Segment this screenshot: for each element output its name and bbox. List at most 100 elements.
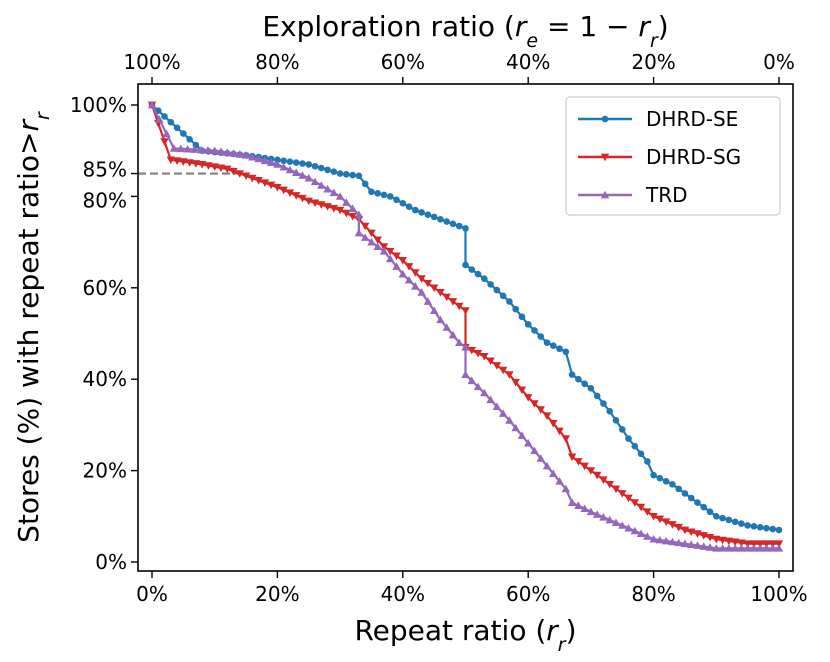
data-point-trd: [411, 282, 420, 290]
x-axis-title: Repeat ratio (rr): [354, 614, 576, 656]
data-point-dhrd-se: [562, 348, 570, 356]
data-point-dhrd-sg: [636, 503, 646, 512]
data-point-dhrd-sg: [248, 174, 257, 183]
data-point-trd: [705, 543, 715, 551]
data-point-dhrd-se: [499, 292, 507, 300]
legend-label: TRD: [645, 183, 688, 207]
x-tick-label: 60%: [506, 582, 550, 606]
data-point-dhrd-se: [386, 193, 394, 200]
data-point-trd: [360, 233, 370, 241]
data-point-dhrd-se: [606, 407, 614, 415]
data-point-dhrd-se: [556, 345, 563, 353]
data-point-trd: [555, 477, 564, 485]
data-point-dhrd-sg: [216, 164, 226, 173]
data-point-trd: [524, 438, 533, 447]
data-point-dhrd-sg: [517, 386, 527, 395]
data-point-trd: [567, 498, 577, 506]
data-point-dhrd-sg: [737, 539, 746, 548]
data-point-dhrd-se: [744, 522, 751, 529]
data-point-dhrd-se: [662, 477, 670, 485]
data-point-trd: [310, 177, 320, 186]
data-point-trd: [323, 184, 332, 193]
data-point-dhrd-sg: [661, 518, 671, 526]
data-point-dhrd-sg: [668, 521, 677, 529]
data-point-dhrd-se: [462, 225, 469, 232]
data-point-dhrd-sg: [461, 307, 470, 315]
data-point-dhrd-sg: [223, 165, 232, 174]
axes-layer: 0% 20% 40% 60% 80% 100% 100% 80% 60% 40% 20% 0% 0% 20…: [70, 50, 808, 606]
data-point-dhrd-se: [481, 275, 488, 282]
data-point-dhrd-sg: [172, 157, 182, 165]
data-point-dhrd-se: [455, 222, 463, 230]
data-point-dhrd-se: [524, 321, 532, 328]
legend-label: DHRD-SE: [646, 107, 738, 131]
data-point-trd: [611, 518, 621, 527]
data-point-dhrd-se: [343, 171, 350, 178]
data-point-dhrd-sg: [266, 181, 276, 190]
data-point-trd: [254, 154, 263, 163]
x-tick-label: 40%: [381, 582, 425, 606]
data-point-trd: [298, 171, 307, 179]
data-point-dhrd-se: [506, 298, 513, 305]
x-tick-label: 0%: [136, 582, 168, 606]
data-point-trd: [718, 544, 727, 552]
data-point-dhrd-sg: [335, 206, 345, 215]
data-point-dhrd-sg: [241, 172, 251, 181]
data-point-trd: [373, 242, 382, 251]
data-point-dhrd-sg: [329, 204, 339, 213]
data-point-dhrd-se: [487, 281, 494, 288]
data-point-trd: [335, 192, 345, 200]
data-point-trd: [196, 145, 206, 154]
data-point-trd: [712, 544, 721, 552]
data-point-trd: [480, 388, 489, 397]
data-point-trd: [317, 181, 326, 189]
data-point-dhrd-sg: [505, 371, 514, 379]
data-point-trd: [169, 144, 179, 152]
data-point-dhrd-se: [756, 523, 764, 531]
data-point-dhrd-se: [449, 220, 457, 228]
data-point-dhrd-se: [600, 400, 607, 407]
data-point-dhrd-sg: [643, 508, 652, 516]
data-point-dhrd-sg: [292, 192, 301, 200]
data-point-trd: [774, 544, 784, 552]
data-point-trd: [279, 162, 288, 171]
data-point-dhrd-sg: [712, 535, 721, 544]
data-point-dhrd-sg: [285, 189, 295, 197]
data-point-trd: [223, 148, 232, 156]
data-point-trd: [190, 145, 199, 153]
data-point-trd: [436, 315, 445, 324]
data-point-trd: [755, 544, 765, 552]
data-point-trd: [455, 338, 464, 346]
data-point-dhrd-sg: [310, 199, 320, 207]
top-tick-label: 40%: [506, 50, 550, 74]
data-point-trd: [461, 370, 470, 378]
data-point-dhrd-sg: [599, 476, 608, 484]
data-point-trd: [505, 416, 514, 424]
data-point-trd: [498, 409, 508, 417]
data-point-trd: [599, 513, 608, 521]
data-point-dhrd-se: [637, 450, 645, 458]
data-point-dhrd-se: [518, 313, 526, 321]
data-point-trd: [229, 149, 238, 157]
data-point-dhrd-sg: [555, 427, 564, 436]
data-point-trd: [624, 523, 633, 532]
data-point-trd: [273, 160, 282, 168]
data-point-trd: [486, 395, 495, 404]
data-point-trd: [216, 147, 226, 155]
data-point-dhrd-se: [700, 503, 708, 511]
data-point-dhrd-sg: [511, 378, 520, 387]
data-point-dhrd-sg: [536, 406, 545, 414]
data-point-dhrd-sg: [191, 160, 201, 168]
y-tick-label: 100%: [70, 93, 127, 117]
data-point-trd: [461, 343, 470, 351]
data-point-dhrd-se: [543, 339, 551, 346]
data-point-dhrd-sg: [386, 247, 395, 256]
data-point-trd: [304, 173, 313, 182]
top-tick-label: 100%: [123, 50, 180, 74]
data-point-dhrd-sg: [204, 162, 213, 170]
y-tick-label: 0%: [95, 550, 127, 574]
data-point-dhrd-se: [575, 375, 582, 383]
data-point-trd: [417, 288, 426, 296]
data-point-trd: [183, 144, 192, 153]
data-point-dhrd-se: [399, 199, 407, 207]
